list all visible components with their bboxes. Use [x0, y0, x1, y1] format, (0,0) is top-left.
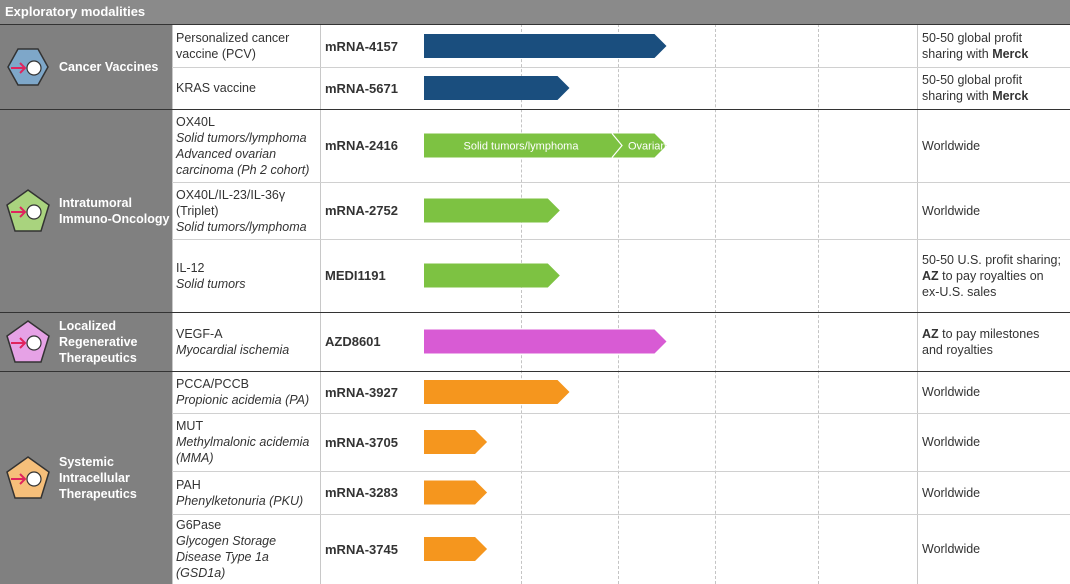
stage-bar — [424, 380, 570, 404]
program-code: mRNA-3283 — [325, 485, 398, 500]
stage-gridline — [618, 24, 619, 584]
program-code: mRNA-5671 — [325, 80, 398, 96]
row-separator — [172, 182, 1070, 183]
group-separator — [0, 312, 1070, 313]
program-code: MEDI1191 — [325, 268, 386, 283]
program-target: MUT Methylmalonic acidemia (MMA) — [176, 418, 321, 466]
stage-gridline — [715, 24, 716, 584]
target-name: OX40L/IL-23/IL-36γ (Triplet) — [176, 187, 286, 218]
partnership-terms: 50-50 global profit sharing with Merck — [922, 31, 1029, 61]
target-name: OX40L — [176, 114, 215, 129]
row-separator — [172, 471, 1070, 472]
program-code: mRNA-3745 — [325, 541, 398, 557]
indication: Myocardial ischemia — [176, 342, 290, 357]
group-separator — [0, 371, 1070, 372]
program-code: AZD8601 — [325, 334, 381, 349]
indication: Solid tumors/lymphoma Advanced ovarian c… — [176, 130, 310, 177]
program-target: G6Pase Glycogen Storage Disease Type 1a (… — [176, 517, 321, 581]
program-code: mRNA-2752 — [325, 203, 398, 218]
bar-segment-label: Ovarian — [628, 141, 667, 153]
program-code: mRNA-2416 — [325, 138, 398, 153]
indication: Solid tumors/lymphoma — [176, 219, 307, 234]
target-name: VEGF-A — [176, 326, 223, 341]
row-separator — [172, 413, 1070, 414]
target-name: PAH — [176, 477, 201, 492]
modality-label: Intratumoral Immuno-Oncology — [59, 195, 170, 226]
program-target: PCCA/PCCB Propionic acidemia (PA) — [176, 376, 321, 408]
program-target: KRAS vaccine — [176, 80, 321, 96]
modality-panel: Localized Regenerative Therapeutics — [0, 312, 172, 371]
indication: Solid tumors — [176, 276, 246, 291]
segment-chevron — [611, 133, 623, 158]
stage-gridline — [521, 24, 522, 584]
stage-bar — [424, 329, 667, 354]
stage-bar — [424, 430, 488, 454]
column-divider — [320, 24, 321, 584]
target-name: KRAS vaccine — [176, 81, 256, 95]
partnership-terms: Worldwide — [922, 435, 981, 449]
group-separator — [0, 109, 1070, 110]
row-separator — [172, 239, 1070, 240]
indication: Phenylketonuria (PKU) — [176, 493, 304, 508]
cancer-vaccines-icon — [7, 48, 49, 86]
target-name: Personalized cancer vaccine (PCV) — [176, 31, 290, 61]
modality-panel: Cancer Vaccines — [0, 25, 172, 109]
modality-label: Localized Regenerative Therapeutics — [59, 318, 138, 365]
program-target: IL-12 Solid tumors — [176, 260, 321, 292]
header-rule — [0, 24, 1070, 25]
regenerative-icon — [6, 319, 50, 363]
intratumoral-icon — [6, 188, 50, 232]
partnership-terms: 50-50 global profit sharing with Merck — [922, 73, 1029, 103]
program-code: mRNA-3705 — [325, 434, 398, 450]
stage-bar — [424, 537, 488, 561]
stage-bar — [424, 76, 570, 100]
section-header: Exploratory modalities — [0, 0, 1070, 24]
partnership-terms: Worldwide — [922, 138, 981, 153]
stage-bar — [424, 198, 560, 223]
modality-label: Systemic Intracellular Therapeutics — [59, 454, 137, 501]
partnership-terms: Worldwide — [922, 203, 981, 218]
modality-panel: Systemic Intracellular Therapeutics — [0, 371, 172, 584]
target-name: PCCA/PCCB — [176, 377, 249, 391]
indication: Methylmalonic acidemia (MMA) — [176, 435, 310, 465]
stage-bar — [424, 263, 560, 288]
partnership-terms: Worldwide — [922, 542, 981, 556]
column-divider — [917, 24, 918, 584]
target-name: G6Pase — [176, 518, 222, 532]
program-code: mRNA-3927 — [325, 384, 398, 400]
row-separator — [172, 67, 1070, 68]
stage-bar — [424, 133, 667, 158]
stage-bar — [424, 480, 488, 505]
target-name: IL-12 — [176, 260, 205, 275]
target-name: MUT — [176, 419, 204, 433]
indication: Glycogen Storage Disease Type 1a (GSD1a) — [176, 534, 277, 580]
partnership-terms: Worldwide — [922, 385, 981, 399]
program-target: Personalized cancer vaccine (PCV) — [176, 30, 321, 62]
program-target: OX40L Solid tumors/lymphoma Advanced ovar… — [176, 114, 321, 178]
partnership-terms: Worldwide — [922, 485, 981, 500]
modality-panel: Intratumoral Immuno-Oncology — [0, 109, 172, 312]
partnership-terms: 50-50 U.S. profit sharing; AZ to pay roy… — [922, 252, 1061, 299]
column-divider — [172, 24, 173, 584]
program-code: mRNA-4157 — [325, 38, 398, 54]
row-separator — [172, 514, 1070, 515]
intracellular-icon — [6, 455, 50, 499]
stage-bar — [424, 34, 667, 58]
indication: Propionic acidemia (PA) — [176, 393, 310, 407]
program-target: PAH Phenylketonuria (PKU) — [176, 477, 321, 509]
program-target: VEGF-A Myocardial ischemia — [176, 326, 321, 358]
modality-label: Cancer Vaccines — [59, 60, 159, 74]
partnership-terms: AZ to pay milestones and royalties — [922, 326, 1040, 357]
program-target: OX40L/IL-23/IL-36γ (Triplet) Solid tumors… — [176, 187, 321, 235]
stage-gridline — [818, 24, 819, 584]
